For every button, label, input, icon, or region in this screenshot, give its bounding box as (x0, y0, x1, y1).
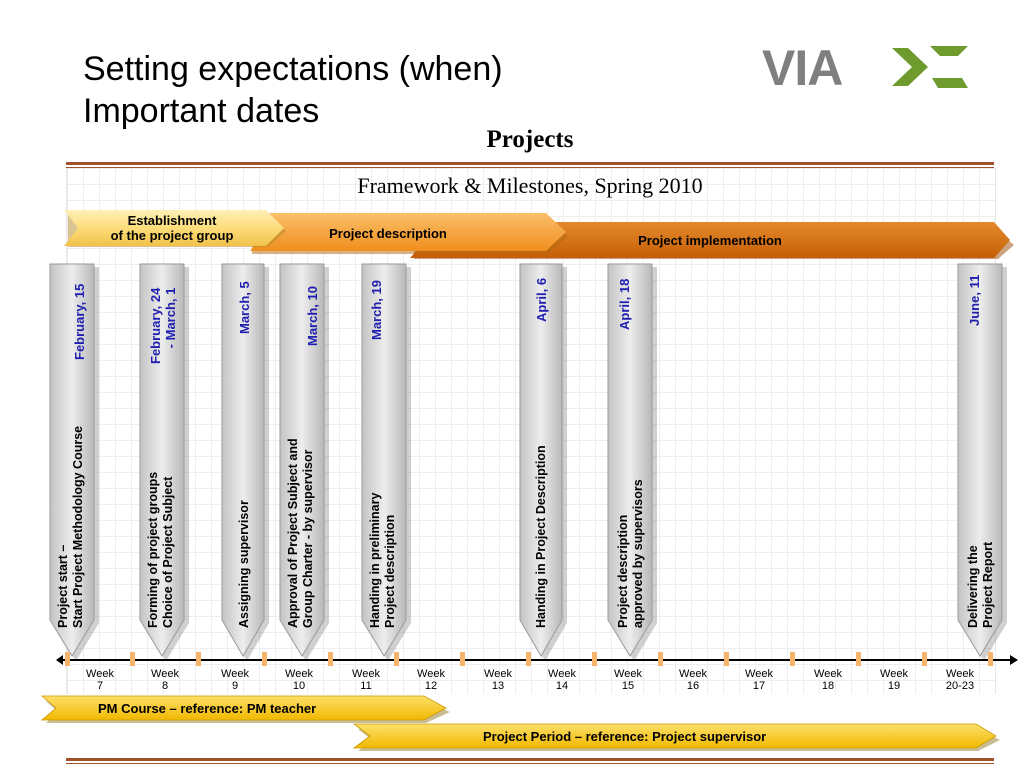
week-label: Week 13 (484, 668, 512, 692)
week-label: Week 9 (221, 668, 249, 692)
week-tick (592, 652, 597, 666)
week-label: Week 20-23 (945, 668, 975, 692)
milestone-8-description: Delivering the Project Report (966, 541, 995, 628)
week-label: Week 18 (814, 668, 842, 692)
phase-arrow-establishment (64, 210, 286, 247)
milestone-4-date: March, 10 (305, 286, 320, 346)
via-logo: VIA (762, 42, 968, 92)
top-rule-thin (66, 167, 994, 168)
logo-stripe-bottom (932, 78, 968, 88)
milestone-6-description: Handing in Project Description (534, 445, 548, 628)
phase-description-label: Project description (329, 226, 447, 241)
slide-title-line-1: Setting expectations (when) (83, 50, 503, 88)
milestone-arrow-2 (139, 263, 189, 661)
milestone-5-date: March, 19 (369, 280, 384, 340)
milestone-arrow-5 (361, 263, 411, 661)
milestone-arrow-1 (49, 263, 99, 661)
logo-text: VIA (762, 42, 842, 92)
milestone-7-description: Project description approved by supervis… (616, 479, 645, 628)
week-tick (988, 652, 993, 666)
week-tick (262, 652, 267, 666)
week-tick (856, 652, 861, 666)
week-tick (724, 652, 729, 666)
milestone-8-date: June, 11 (967, 274, 982, 326)
week-label: Week 19 (880, 668, 908, 692)
phase-establishment-line-2: of the project group (110, 228, 234, 243)
milestone-arrow-8 (957, 263, 1007, 661)
milestone-3-description: Assigning supervisor (237, 500, 251, 628)
diagram-heading: Projects (486, 126, 574, 153)
week-label: Week 11 (352, 668, 380, 692)
milestone-4-description: Approval of Project Subject and Group Ch… (286, 438, 315, 628)
week-label: Week 12 (417, 668, 445, 692)
logo-stripe-top (930, 46, 968, 56)
slide-title-line-2: Important dates (83, 92, 320, 130)
phase-implementation-label: Project implementation (638, 233, 782, 248)
phase-establishment-line-1: Establishment (127, 213, 217, 228)
week-tick (526, 652, 531, 666)
week-tick (922, 652, 927, 666)
week-tick (328, 652, 333, 666)
week-tick (460, 652, 465, 666)
logo-chevron-icon (892, 48, 928, 86)
timeline-axis (56, 655, 1018, 665)
bottom-rule-thin (66, 763, 994, 764)
milestone-1-description: Project start – Start Project Methodolog… (56, 425, 85, 628)
milestone-7-date: April, 18 (617, 278, 632, 330)
pm-course-arrow (40, 695, 450, 723)
phase-establishment-label: Establishment of the project group (84, 213, 260, 243)
week-tick (658, 652, 663, 666)
top-rule (66, 162, 994, 165)
week-ticks (65, 652, 993, 666)
milestone-arrow-6 (519, 263, 567, 661)
week-label: Week 14 (548, 668, 576, 692)
pm-course-label: PM Course – reference: PM teacher (98, 701, 317, 716)
week-tick (196, 652, 201, 666)
week-tick (394, 652, 399, 666)
slide-title: Setting expectations (when) Important da… (83, 48, 503, 132)
bottom-rule (66, 758, 994, 761)
week-tick (790, 652, 795, 666)
milestone-3-date: March, 5 (237, 281, 252, 334)
phase-arrow-description (250, 213, 568, 254)
week-label: Week 10 (285, 668, 313, 692)
project-period-arrow (352, 723, 1000, 751)
week-label: Week 16 (679, 668, 707, 692)
project-period-label: Project Period – reference: Project supe… (483, 729, 767, 744)
week-label: Week 7 (86, 668, 114, 692)
milestone-2-description: Forming of project groups Choice of Proj… (146, 471, 175, 628)
week-label: Week 8 (151, 668, 179, 692)
milestone-6-date: April, 6 (534, 277, 549, 322)
diagram-subheading: Framework & Milestones, Spring 2010 (357, 173, 703, 198)
milestone-arrow-4 (279, 263, 329, 661)
week-label: Week 15 (614, 668, 642, 692)
milestone-2-date: February, 24 - March, 1 (148, 287, 178, 364)
milestone-arrow-3 (221, 263, 269, 661)
milestone-arrow-7 (607, 263, 657, 661)
week-label: Week 17 (745, 668, 773, 692)
week-tick (65, 652, 70, 666)
milestone-1-date: February, 15 (72, 283, 87, 360)
week-tick (130, 652, 135, 666)
milestone-5-description: Handing in preliminary Project descripti… (368, 492, 397, 628)
